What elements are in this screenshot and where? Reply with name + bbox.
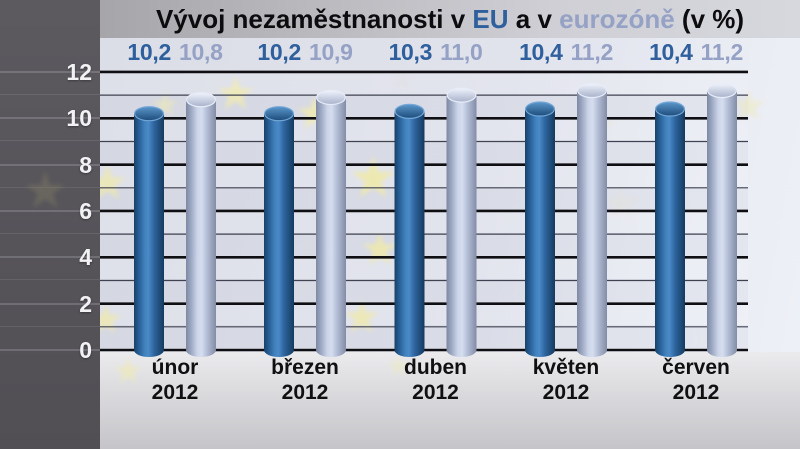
month-name: únor — [151, 356, 199, 379]
month-label: březen 2012 — [240, 355, 370, 405]
bar-eu-top-cap — [394, 103, 425, 119]
value-label-eurozone: 11,2 — [570, 39, 614, 65]
month-label: duben 2012 — [371, 355, 501, 405]
bar-eurozone-body — [446, 95, 477, 350]
month-year: 2012 — [672, 381, 720, 404]
category-axis-band: ★ ★ — [100, 352, 800, 449]
bar-eu-top-cap — [264, 106, 295, 122]
value-label-eurozone: 10,9 — [309, 39, 353, 65]
strip-gridline — [0, 325, 100, 327]
value-label-eurozone: 11,2 — [700, 39, 744, 65]
bar-eurozone-top-cap — [316, 89, 347, 106]
bar-eu-top-cap — [133, 106, 164, 122]
y-tick-label: 10 — [66, 105, 92, 132]
title-text-1: Vývoj nezaměstnanosti v — [155, 4, 473, 34]
y-tick-label: 8 — [79, 151, 92, 178]
bar-eu-body — [655, 109, 685, 350]
month-label: červen 2012 — [631, 355, 761, 405]
month-name: březen — [271, 356, 339, 379]
title-eurozone-highlight: eurozóně — [559, 4, 675, 34]
bar-eurozone-top-cap — [577, 82, 608, 99]
value-label-eu: 10,2 — [127, 39, 171, 65]
month-year: 2012 — [151, 381, 199, 404]
value-label-group: 10,4 11,2 — [636, 39, 756, 66]
month-name: červen — [662, 356, 730, 379]
bar-eu-body — [394, 111, 425, 350]
y-tick-label: 0 — [79, 337, 92, 363]
value-label-eurozone: 10,8 — [179, 39, 223, 65]
y-tick-label: 4 — [79, 244, 92, 271]
chart-title: Vývoj nezaměstnanosti v EU a v eurozóně … — [100, 4, 800, 35]
strip-gridline — [0, 186, 100, 188]
month-label: květen 2012 — [501, 355, 631, 405]
y-tick-label: 12 — [66, 58, 92, 85]
y-tick-label: 6 — [79, 197, 92, 224]
bar-eu-body — [134, 113, 164, 350]
value-label-eu: 10,2 — [257, 39, 301, 65]
bar-eurozone-top-cap — [706, 82, 737, 99]
bar-eurozone-top-cap — [446, 87, 477, 103]
strip-gridline — [0, 233, 100, 235]
title-text-3: (v %) — [674, 4, 745, 34]
bar-eurozone-body — [186, 99, 216, 350]
bar-eu-top-cap — [654, 101, 685, 117]
bar-eu-body — [264, 113, 294, 350]
y-tick-label: 2 — [79, 290, 92, 317]
value-label-eu: 10,3 — [388, 39, 433, 65]
value-label-eu: 10,4 — [649, 39, 693, 65]
strip-gridline — [0, 140, 100, 142]
bar-chart-canvas — [100, 70, 748, 357]
month-label: únor 2012 — [110, 355, 240, 405]
month-year: 2012 — [412, 381, 459, 404]
month-year: 2012 — [281, 381, 329, 404]
value-label-group: 10,2 10,8 — [115, 39, 235, 66]
strip-gridline — [0, 279, 100, 281]
bar-eurozone-body — [316, 97, 346, 351]
value-label-eu: 10,4 — [519, 39, 563, 65]
title-text-2: a v — [508, 4, 560, 34]
title-band — [100, 0, 800, 38]
value-label-eurozone: 11,0 — [440, 39, 483, 65]
month-name: duben — [404, 356, 467, 379]
bar-eu-top-cap — [525, 101, 556, 117]
month-name: květen — [532, 356, 600, 379]
bar-eurozone-body — [577, 90, 607, 350]
value-label-group: 10,2 10,9 — [245, 39, 365, 66]
bar-eurozone-body — [707, 90, 737, 350]
title-eu-highlight: EU — [472, 4, 509, 34]
value-label-group: 10,3 11,0 — [376, 39, 496, 66]
bar-eurozone-top-cap — [185, 92, 216, 108]
month-year: 2012 — [542, 381, 590, 404]
studio-background-strip: 0 2 4 6 8 10 12 ★ — [0, 0, 100, 449]
value-label-group: 10,4 11,2 — [506, 39, 626, 66]
strip-gridline — [0, 94, 100, 96]
bar-eu-body — [525, 109, 555, 350]
